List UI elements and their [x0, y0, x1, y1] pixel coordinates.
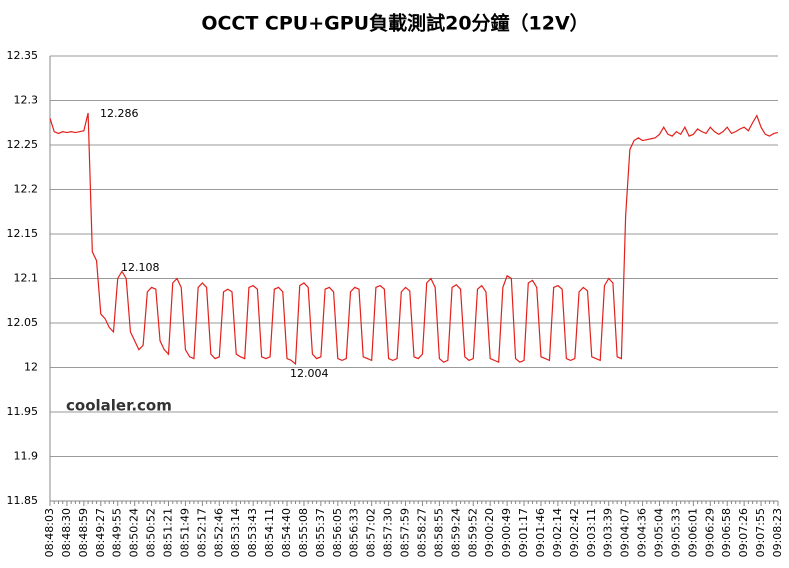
- y-tick-label: 12: [24, 361, 38, 374]
- x-tick-label: 09:06:58: [720, 508, 733, 557]
- x-tick-label: 08:51:49: [178, 508, 191, 557]
- x-tick-label: 08:59:24: [449, 508, 462, 557]
- annotation: 12.108: [121, 261, 160, 274]
- x-tick-label: 09:03:39: [602, 508, 615, 557]
- x-tick-label: 09:04:36: [636, 508, 649, 557]
- x-tick-label: 08:58:27: [415, 508, 428, 557]
- x-tick-label: 08:57:02: [365, 508, 378, 557]
- x-tick-label: 08:56:33: [348, 508, 361, 557]
- y-tick-label: 12.35: [7, 49, 39, 62]
- x-tick-label: 08:54:40: [280, 508, 293, 557]
- y-tick-label: 11.85: [7, 494, 39, 507]
- x-tick-label: 08:54:11: [263, 508, 276, 557]
- y-tick-label: 12.3: [14, 94, 39, 107]
- x-tick-label: 08:55:37: [314, 508, 327, 557]
- x-tick-label: 08:48:59: [77, 508, 90, 557]
- y-tick-label: 12.05: [7, 316, 39, 329]
- annotation: 12.286: [100, 107, 139, 120]
- x-tick-label: 09:06:01: [686, 508, 699, 557]
- x-tick-label: 09:03:11: [585, 508, 598, 557]
- y-tick-label: 12.25: [7, 138, 39, 151]
- y-tick-label: 12.15: [7, 227, 39, 240]
- x-tick-label: 09:00:20: [483, 508, 496, 557]
- x-tick-label: 08:52:17: [195, 508, 208, 557]
- x-tick-label: 09:01:46: [534, 508, 547, 557]
- x-tick-label: 09:01:17: [517, 508, 530, 557]
- x-tick-label: 08:57:30: [382, 508, 395, 557]
- x-tick-label: 08:58:55: [432, 508, 445, 557]
- x-tick-label: 08:49:27: [94, 508, 107, 557]
- x-tick-label: 09:05:33: [669, 508, 682, 557]
- x-tick-label: 09:08:23: [771, 508, 784, 557]
- x-tick-label: 08:48:03: [43, 508, 56, 557]
- x-tick-label: 08:56:05: [331, 508, 344, 557]
- y-tick-label: 12.1: [14, 272, 39, 285]
- x-tick-label: 08:50:52: [145, 508, 158, 557]
- chart-title: OCCT CPU+GPU負載測試20分鐘（12V）: [201, 12, 588, 35]
- watermark: coolaler.com: [66, 397, 172, 415]
- y-tick-label: 12.2: [14, 183, 39, 196]
- x-tick-label: 08:48:30: [60, 508, 73, 557]
- x-tick-label: 08:51:21: [162, 508, 175, 557]
- x-tick-label: 08:55:08: [297, 508, 310, 557]
- data-line: [49, 112, 779, 366]
- x-tick-label: 08:50:24: [128, 508, 141, 557]
- x-tick-label: 08:52:46: [212, 508, 225, 557]
- x-tick-label: 09:04:07: [619, 508, 632, 557]
- x-tick-label: 09:02:42: [568, 508, 581, 557]
- x-tick-label: 08:53:43: [246, 508, 259, 557]
- y-tick-label: 11.9: [14, 450, 39, 463]
- x-tick-label: 09:02:14: [551, 508, 564, 557]
- y-tick-label: 11.95: [7, 405, 39, 418]
- x-tick-label: 08:53:14: [229, 508, 242, 557]
- x-tick-label: 09:00:49: [500, 508, 513, 557]
- x-tick-label: 08:49:55: [111, 508, 124, 557]
- x-tick-label: 09:05:04: [652, 508, 665, 557]
- x-tick-label: 08:57:59: [399, 508, 412, 557]
- x-tick-label: 08:59:52: [466, 508, 479, 557]
- x-tick-label: 09:07:55: [754, 508, 767, 557]
- x-tick-label: 09:06:29: [703, 508, 716, 557]
- annotation: 12.004: [290, 367, 329, 380]
- x-tick-label: 09:07:26: [737, 508, 750, 557]
